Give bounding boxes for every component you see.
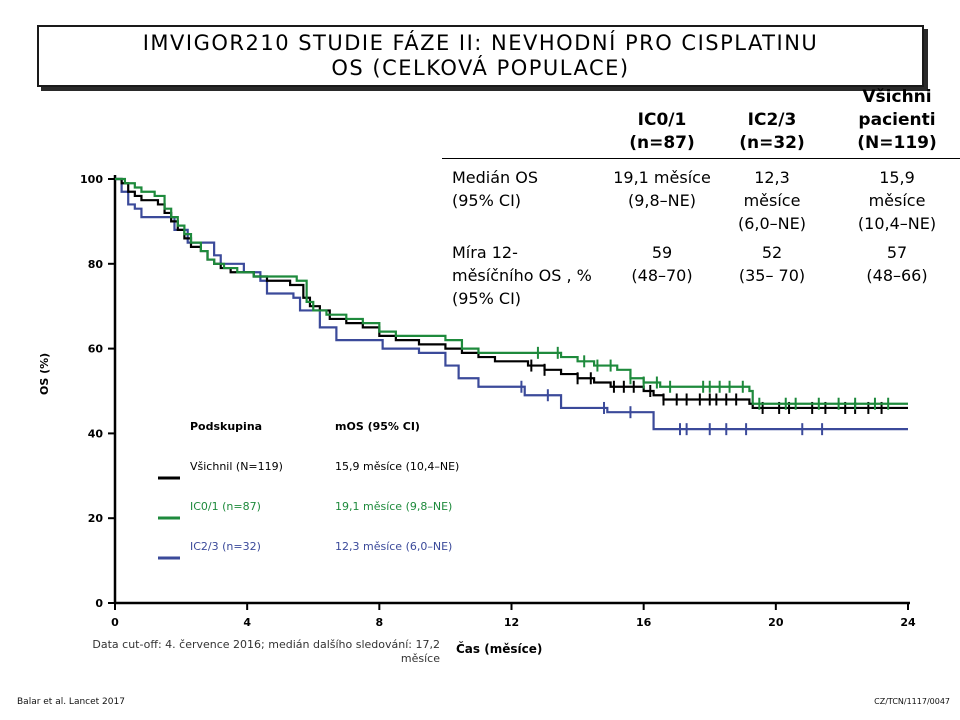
x-axis-label: Čas (měsíce): [456, 642, 543, 656]
document-code: CZ/TCN/1117/0047: [874, 697, 950, 706]
y-tick-label: 0: [95, 597, 103, 610]
header-ic23: IC2/3 (n=32): [739, 110, 805, 153]
title-line-1: IMVIGOR210 STUDIE FÁZE II: NEVHODNÍ PRO …: [142, 31, 819, 55]
y-axis-label: OS (%): [38, 352, 51, 395]
x-tick-label: 12: [504, 616, 519, 629]
y-tick-label: 100: [80, 173, 103, 186]
cell-12m-all: 57 (48–66): [866, 243, 928, 285]
cell-median-all: 15,9 měsíce (10,4–NE): [857, 168, 937, 233]
km-curve-0: [115, 177, 908, 410]
cell-12m-ic23: 52 (35– 70): [738, 243, 806, 285]
summary-table-header: IC0/1 (n=87) IC2/3 (n=32) Všichni pacien…: [442, 87, 960, 158]
x-tick-label: 20: [768, 616, 784, 629]
legend-header-group: Podskupina: [190, 420, 262, 433]
legend-header-mos: mOS (95% CI): [335, 420, 420, 433]
footnote: Data cut-off: 4. července 2016; medián d…: [92, 638, 440, 665]
y-tick-label: 60: [88, 343, 104, 356]
row-label: Medián OS (95% CI): [452, 168, 539, 210]
reference: Balar et al. Lancet 2017: [17, 697, 125, 707]
legend-label: Všichnil (N=119): [190, 460, 283, 473]
x-tick-label: 24: [900, 616, 916, 629]
x-tick-label: 4: [243, 616, 251, 629]
legend-mos: 15,9 měsíce (10,4–NE): [335, 460, 459, 473]
row-label: Míra 12- měsíčního OS , % (95% CI): [452, 243, 592, 308]
legend-label: IC0/1 (n=87): [190, 500, 261, 513]
y-tick-label: 40: [88, 427, 104, 440]
cell-12m-ic01: 59 (48–70): [631, 243, 693, 285]
x-tick-label: 0: [111, 616, 119, 629]
title-line-2: OS (CELKOVÁ POPULACE): [331, 56, 630, 80]
km-curve-1: [115, 177, 908, 405]
legend-mos: 19,1 měsíce (9,8–NE): [335, 500, 452, 513]
legend-mos: 12,3 měsíce (6,0–NE): [335, 540, 452, 553]
y-tick-label: 20: [88, 512, 104, 525]
slide-title: IMVIGOR210 STUDIE FÁZE II: NEVHODNÍ PRO …: [37, 25, 924, 87]
legend-label: IC2/3 (n=32): [190, 540, 261, 553]
x-tick-label: 8: [376, 616, 384, 629]
table-rule: [442, 158, 960, 159]
x-tick-label: 16: [636, 616, 652, 629]
header-ic01: IC0/1 (n=87): [629, 110, 695, 153]
header-all: Všichni pacienti (N=119): [857, 87, 937, 153]
cell-median-ic23: 12,3 měsíce (6,0–NE): [737, 168, 806, 233]
y-tick-label: 80: [88, 258, 104, 271]
cell-median-ic01: 19,1 měsíce (9,8–NE): [613, 168, 711, 210]
km-curve-2: [115, 177, 908, 431]
